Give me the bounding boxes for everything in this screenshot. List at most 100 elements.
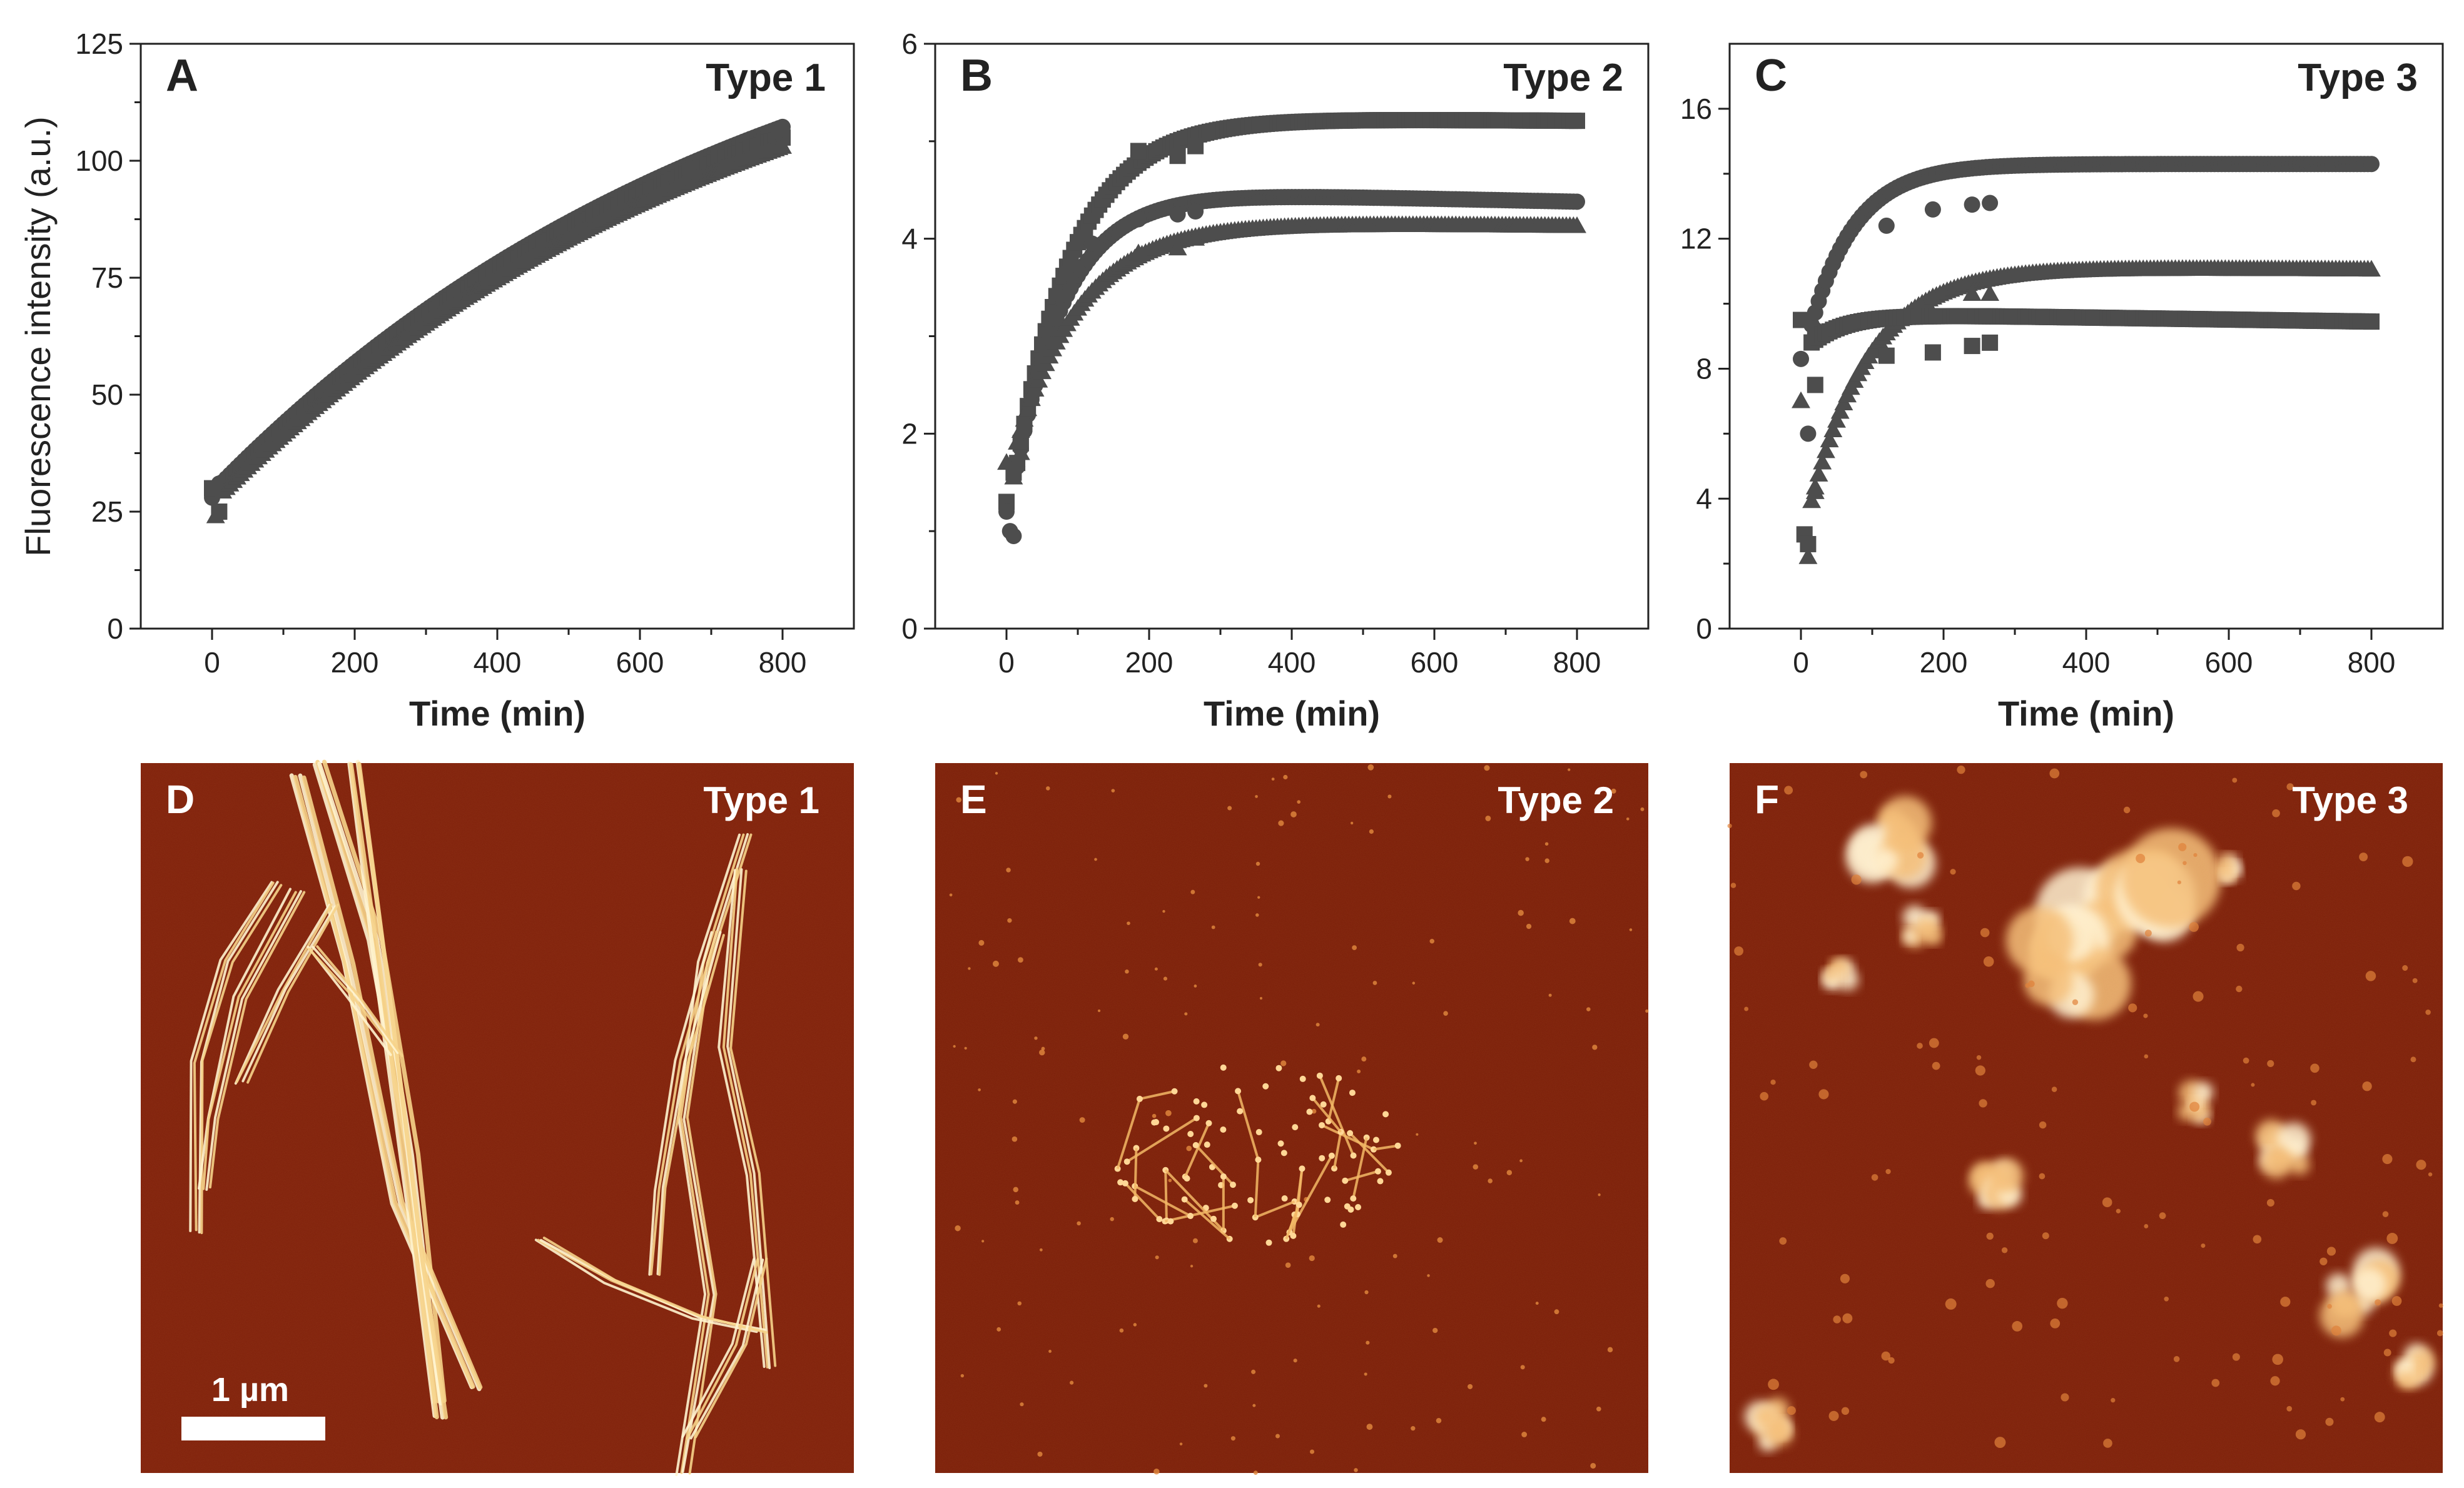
fibril xyxy=(302,775,483,1390)
particle xyxy=(1598,1193,1601,1197)
network-node xyxy=(1275,1065,1282,1071)
speckle xyxy=(2253,1235,2262,1244)
speckle xyxy=(2331,1325,2341,1336)
aggregate-blob xyxy=(2219,853,2233,868)
network-node xyxy=(1167,1218,1174,1225)
particle xyxy=(1275,1434,1280,1439)
data-point-triangle xyxy=(1823,420,1843,438)
network-node xyxy=(1187,1213,1194,1220)
x-tick-label: 800 xyxy=(1553,646,1601,679)
speckle xyxy=(2280,1297,2291,1307)
x-axis-title: Time (min) xyxy=(1998,694,2174,733)
speckle xyxy=(2386,1233,2398,1244)
particle xyxy=(949,893,953,897)
network-node xyxy=(1237,1108,1244,1115)
speckle xyxy=(2072,999,2079,1005)
speckle xyxy=(1841,1407,1850,1415)
fibril xyxy=(308,948,398,1055)
type-label: Type 3 xyxy=(2292,779,2408,821)
particle xyxy=(1077,1221,1081,1226)
speckle xyxy=(1871,1174,1878,1181)
particle xyxy=(1317,1304,1321,1308)
data-point-triangle xyxy=(1792,391,1810,408)
particle xyxy=(1416,1133,1419,1136)
particle xyxy=(1640,807,1645,811)
aggregate-blob xyxy=(2411,1364,2425,1377)
particle xyxy=(1592,1045,1598,1050)
network-strand xyxy=(1134,1185,1191,1217)
aggregate-blob xyxy=(2261,1147,2292,1179)
speckle xyxy=(1760,1091,1769,1101)
particle xyxy=(1184,1012,1188,1016)
fibril xyxy=(235,903,333,1083)
speckle xyxy=(2159,1212,2166,1220)
network-node xyxy=(1187,1131,1194,1138)
particle xyxy=(1436,1417,1442,1424)
particle xyxy=(1255,795,1258,798)
fibril xyxy=(729,869,777,1367)
speckle xyxy=(2270,1376,2280,1386)
particle xyxy=(1525,857,1529,861)
particle xyxy=(1190,889,1195,894)
speckle xyxy=(2389,1329,2397,1337)
speckle xyxy=(2391,1296,2402,1306)
particle xyxy=(1411,1426,1416,1431)
fibril xyxy=(197,888,292,1190)
speckle xyxy=(1881,1351,1890,1361)
network-strand xyxy=(1333,1131,1342,1169)
particle xyxy=(1429,938,1435,944)
particle xyxy=(1357,1070,1361,1074)
speckle xyxy=(2359,853,2368,861)
panel-letter: D xyxy=(166,777,195,822)
speckle xyxy=(2001,1247,2008,1253)
particle xyxy=(1186,1145,1192,1151)
speckle xyxy=(2177,880,2181,884)
particle xyxy=(968,967,971,970)
afm-image-d: D Type 1 1 µm xyxy=(141,759,854,1476)
particle xyxy=(1110,1217,1114,1222)
network-node xyxy=(1163,1125,1170,1132)
speckle xyxy=(2203,1117,2211,1126)
x-tick-label: 0 xyxy=(998,646,1015,679)
network-node xyxy=(1193,1115,1200,1121)
network-strand xyxy=(1327,1078,1341,1122)
network-node xyxy=(1132,1195,1138,1202)
particle xyxy=(1079,1117,1085,1123)
x-tick-label: 200 xyxy=(1125,646,1174,679)
data-point-square xyxy=(1569,113,1585,129)
particle xyxy=(1192,1238,1198,1243)
particle xyxy=(1367,764,1374,771)
speckle xyxy=(2325,1417,2334,1426)
aggregate-blob xyxy=(2024,956,2073,1006)
particle xyxy=(1309,1449,1315,1454)
x-tick-label: 400 xyxy=(474,646,522,679)
particle xyxy=(1596,1406,1601,1412)
network-node xyxy=(1136,1095,1143,1102)
particle xyxy=(1521,1432,1528,1437)
y-tick-label: 125 xyxy=(75,28,123,60)
network-strand xyxy=(1133,1148,1138,1200)
aggregate-blob xyxy=(1872,848,1898,873)
chart-panel-a: 0 200 400 600 800 0 25 50 75 100 125 A Type 1 Time… xyxy=(18,28,855,733)
speckle xyxy=(2189,1101,2200,1112)
particle xyxy=(1094,858,1097,861)
axes: 0 200 400 600 800 0 4 8 12 16 xyxy=(1680,43,2444,679)
network-node xyxy=(1342,1177,1349,1184)
speckle xyxy=(2051,1086,2057,1092)
speckle xyxy=(2272,809,2280,817)
fibril xyxy=(200,884,283,1235)
particle xyxy=(1290,811,1297,817)
particle xyxy=(1484,765,1490,771)
data-point-square xyxy=(2363,313,2380,330)
particle xyxy=(1283,774,1288,780)
speckle xyxy=(2102,1197,2112,1208)
network-strand xyxy=(1373,1144,1398,1151)
speckle xyxy=(1888,1357,1895,1364)
data-point-circle xyxy=(1793,350,1809,367)
particle xyxy=(1354,1468,1358,1472)
particle xyxy=(1007,918,1012,923)
speckle xyxy=(2383,1349,2391,1357)
speckle xyxy=(1917,1043,1923,1049)
particle xyxy=(1015,1200,1020,1205)
fibril xyxy=(246,903,339,1084)
